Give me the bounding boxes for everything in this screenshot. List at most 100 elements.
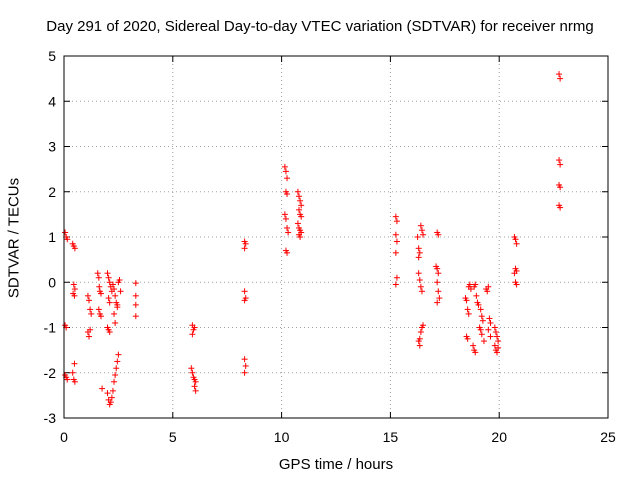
data-point [64, 236, 71, 243]
data-point [132, 280, 139, 287]
data-point [466, 281, 473, 288]
data-point [71, 286, 78, 293]
data-point [513, 281, 520, 288]
data-point [285, 229, 292, 236]
data-point [418, 227, 425, 234]
data-point [298, 202, 305, 209]
y-tick-label: -3 [44, 410, 57, 426]
x-tick-label: 20 [491, 429, 507, 445]
data-point [435, 270, 442, 277]
x-axis-label: GPS time / hours [278, 456, 394, 473]
data-point [557, 184, 564, 191]
data-point [478, 331, 485, 338]
data-point [241, 297, 248, 304]
data-point [418, 288, 425, 295]
data-point [132, 301, 139, 308]
data-point [242, 240, 249, 247]
data-point [114, 358, 121, 365]
y-tick-label: 5 [48, 48, 56, 64]
data-point [104, 270, 111, 277]
data-point [415, 270, 422, 277]
data-point [416, 342, 423, 349]
data-point [97, 290, 104, 297]
plot-frame [63, 55, 609, 419]
x-tick-label: 5 [169, 429, 177, 445]
data-point [434, 299, 441, 306]
data-point [109, 281, 116, 288]
y-tick-label: 0 [48, 274, 56, 290]
data-point [71, 292, 78, 299]
data-point [415, 245, 422, 252]
data-point [241, 245, 248, 252]
data-point [416, 249, 423, 256]
data-point [99, 385, 106, 392]
data-point [62, 229, 69, 236]
data-point [435, 231, 442, 238]
data-point [95, 274, 102, 281]
data-point [557, 75, 564, 82]
data-point [111, 378, 118, 385]
data-point [87, 306, 94, 313]
data-point [417, 222, 424, 229]
data-point [189, 369, 196, 376]
data-point [434, 279, 441, 286]
data-point [417, 329, 424, 336]
data-point [96, 283, 103, 290]
data-point [106, 299, 113, 306]
data-point [115, 351, 122, 358]
data-point [494, 349, 501, 356]
y-tick-label: -1 [44, 320, 57, 336]
data-point [464, 335, 471, 342]
data-point [513, 240, 520, 247]
data-point [487, 333, 494, 340]
data-point [556, 71, 563, 78]
data-point [105, 295, 112, 302]
data-point [556, 157, 563, 164]
data-point [105, 274, 112, 281]
data-point [281, 163, 288, 170]
data-point [192, 387, 199, 394]
data-point [284, 249, 291, 256]
data-point [470, 342, 477, 349]
data-point [392, 281, 399, 288]
data-point [71, 360, 78, 367]
data-point [192, 378, 199, 385]
data-point [473, 292, 480, 299]
data-point [284, 224, 291, 231]
data-points [62, 71, 564, 408]
data-point [111, 286, 118, 293]
data-point [434, 265, 441, 272]
data-point [414, 234, 421, 240]
data-point [97, 313, 104, 320]
data-point [112, 372, 119, 379]
data-point [112, 319, 119, 326]
x-tick-label: 25 [600, 429, 616, 445]
y-axis-label: SDTVAR / TECUs [5, 177, 23, 299]
data-point [479, 317, 486, 324]
data-point [464, 306, 471, 313]
data-point [463, 297, 470, 304]
data-point [191, 324, 198, 331]
y-tick-label: 1 [48, 229, 56, 245]
data-point [487, 319, 494, 326]
data-point [132, 313, 139, 320]
data-point [116, 276, 123, 283]
data-point [420, 231, 427, 238]
data-point [284, 191, 291, 198]
data-point [480, 338, 487, 345]
data-point [492, 329, 499, 336]
y-tick-label: 2 [48, 184, 56, 200]
data-point [484, 288, 491, 295]
data-point [392, 231, 399, 238]
data-point [393, 218, 400, 225]
data-point [70, 281, 77, 288]
data-point [472, 349, 479, 356]
data-point [297, 197, 304, 204]
data-point [393, 274, 400, 281]
data-point [108, 394, 115, 401]
data-point [392, 249, 399, 256]
data-point [393, 238, 400, 245]
data-point [435, 288, 442, 295]
data-point [478, 313, 485, 320]
